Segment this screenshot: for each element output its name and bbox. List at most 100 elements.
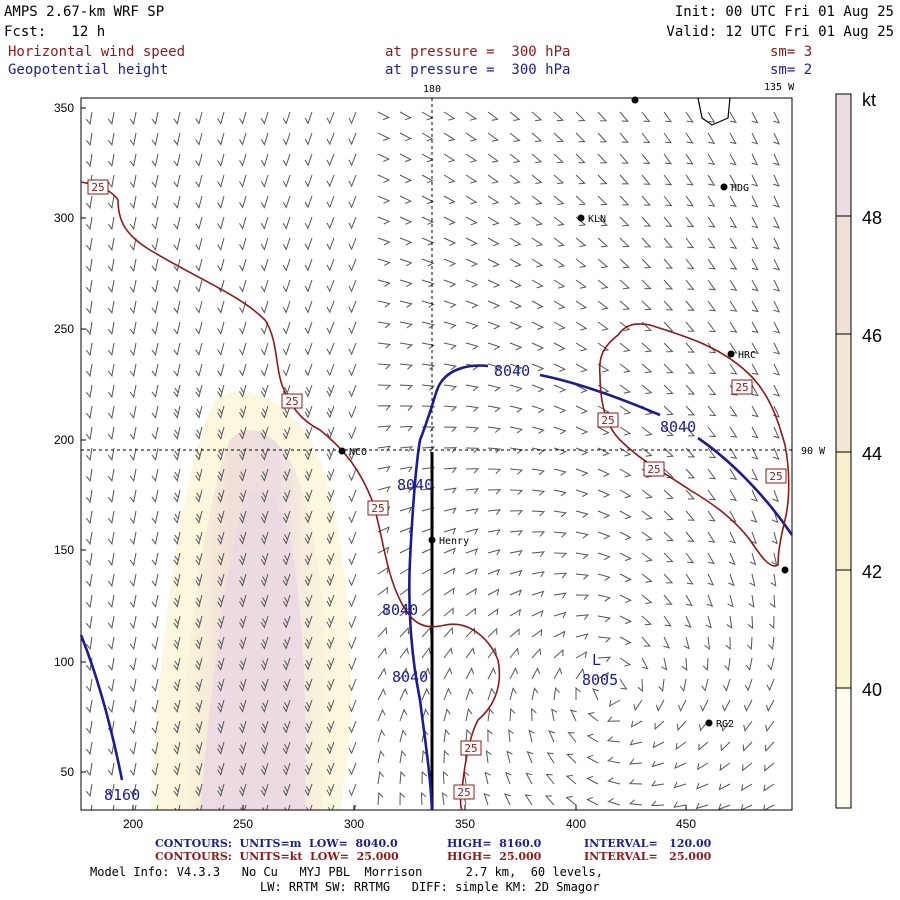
wind-barb (195, 195, 203, 209)
wind-barb (129, 363, 137, 378)
wind-barb (685, 489, 696, 500)
wind-barb (465, 153, 478, 163)
wind-barb (195, 300, 203, 314)
wind-barb (701, 678, 709, 692)
wind-barb (260, 468, 269, 482)
wind-barb (239, 720, 247, 734)
wind-barb (173, 720, 181, 734)
wind-barb (304, 552, 313, 566)
wind-label-25: 25 (769, 470, 782, 483)
wind-barb (553, 648, 564, 659)
wind-barb (565, 796, 577, 806)
footer-wind-contours: CONTOURS: UNITS=kt LOW= 25.000 (155, 850, 399, 863)
wind-barb (173, 132, 181, 146)
wind-barb (129, 174, 137, 189)
wind-barb (260, 657, 269, 671)
footer-model-info: Model Info: V4.3.3 No Cu MYJ PBL Morriso… (90, 865, 603, 879)
wind-barb (304, 531, 313, 545)
wind-barb (441, 792, 448, 806)
wind-barb (239, 426, 247, 440)
wind-barb (465, 300, 479, 309)
wind-barb (107, 321, 115, 335)
wind-barb (465, 279, 479, 288)
wind-barb (260, 321, 269, 335)
wind-barb (685, 363, 696, 374)
wind-barb (443, 111, 456, 121)
wind-barb (443, 607, 454, 617)
wind-barb (129, 552, 137, 567)
wind-barb (707, 426, 717, 438)
wind-barb (173, 426, 181, 440)
wind-barb (751, 321, 759, 334)
wind-barb (399, 300, 413, 308)
field1-level: at pressure = 300 hPa (385, 44, 571, 60)
wind-barb (742, 762, 753, 772)
wind-barb (531, 531, 546, 537)
wind-barb (509, 279, 522, 289)
wind-barb (173, 657, 181, 671)
wind-barb (641, 573, 653, 583)
wind-barb (85, 762, 93, 777)
wind-barb (399, 506, 413, 514)
wind-barb (771, 552, 778, 566)
wind-barb (282, 573, 291, 587)
wind-barb (282, 531, 291, 545)
wind-barb (239, 321, 247, 335)
wind-barb (282, 405, 291, 419)
wind-barb (399, 132, 412, 142)
wind-barb (377, 526, 390, 534)
wind-label-25: 25 (464, 742, 477, 755)
field2-name: Geopotential height (8, 62, 169, 78)
wind-barbs (85, 111, 781, 810)
wind-barb (151, 153, 159, 167)
wind-barb (707, 174, 716, 186)
wind-barb (399, 667, 409, 680)
wind-barb (606, 736, 621, 743)
wind-barb (531, 426, 545, 434)
wind-barb (348, 195, 357, 209)
wind-barb (749, 573, 756, 587)
wind-barb (751, 195, 759, 208)
wind-barb (487, 279, 501, 288)
wind-barb (217, 678, 225, 692)
wind-barb (619, 174, 630, 185)
wind-barb (749, 552, 757, 566)
wind-barb (217, 426, 225, 440)
wind-barb (195, 153, 203, 167)
wind-barb (377, 708, 386, 722)
wind-barb (129, 153, 137, 168)
wind-barb (377, 667, 387, 680)
wind-barb (421, 667, 431, 680)
wind-barb (217, 510, 225, 524)
wind-barb (377, 132, 391, 141)
wind-barb (685, 384, 696, 395)
wind-barb (282, 174, 291, 188)
wind-barb (575, 633, 589, 640)
wind-barb (704, 636, 711, 650)
wind-barb (217, 363, 225, 377)
wind-barb (685, 132, 694, 144)
wind-barb (239, 468, 247, 482)
wind-barb (173, 783, 181, 797)
wind-barb (575, 667, 585, 680)
wind-barb (85, 342, 93, 357)
wind-barb (663, 111, 673, 123)
wind-barb (326, 678, 335, 692)
wind-barb (173, 174, 181, 188)
wind-barb (304, 363, 313, 377)
wind-barb (465, 195, 478, 205)
wind-barb (377, 384, 392, 391)
wind-barb (377, 111, 390, 121)
wind-barb (85, 468, 93, 483)
wind-barb (651, 780, 665, 787)
wind-barb (151, 594, 159, 608)
wind-barb (740, 804, 753, 810)
colorbar-label-44: 44 (862, 444, 882, 464)
wind-barb (129, 657, 137, 672)
wind-barb (107, 762, 115, 776)
wind-barb (597, 656, 612, 663)
wind-barb (443, 132, 456, 142)
wind-barb (217, 111, 225, 125)
wind-barb (151, 258, 159, 272)
wind-barb (217, 489, 225, 503)
